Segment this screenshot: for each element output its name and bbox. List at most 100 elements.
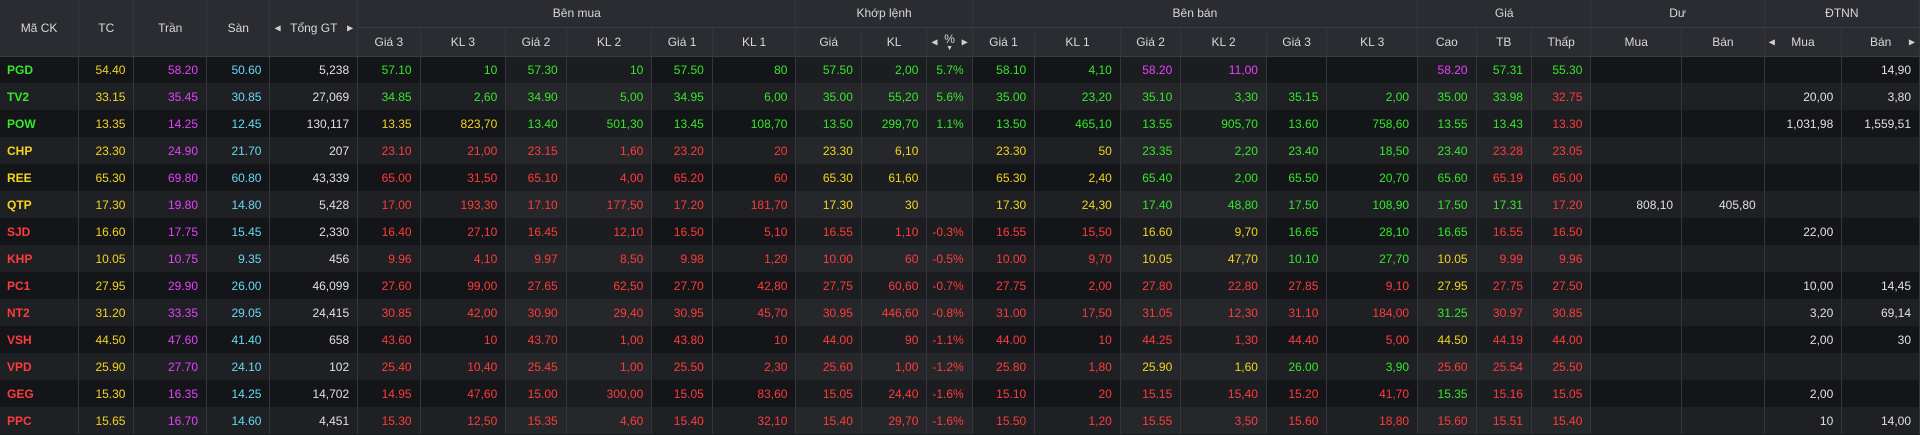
ref-price: 65.30 <box>78 164 135 191</box>
symbol[interactable]: SJD <box>0 218 80 245</box>
table-row[interactable]: NT2 31.20 33.35 29.05 24,415 30.85 42,00 30.90 2… <box>0 299 1920 326</box>
remain-buy <box>1590 353 1683 380</box>
col-buy-price-1[interactable]: Giá 1 <box>651 27 713 57</box>
symbol[interactable]: QTP <box>0 191 80 218</box>
col-floor[interactable]: Sàn <box>206 0 271 57</box>
symbol[interactable]: VSH <box>0 326 80 353</box>
col-match-price[interactable]: Giá <box>795 27 862 57</box>
sort-down-icon: ▼ <box>946 44 954 52</box>
foreign-sell: 3,80 <box>1841 83 1920 110</box>
buy-vol-3: 10 <box>420 326 507 353</box>
symbol[interactable]: PPC <box>0 407 80 434</box>
buy-vol-1: 32,10 <box>712 407 797 434</box>
floor-price: 14.25 <box>206 380 271 407</box>
foreign-sell <box>1841 353 1920 380</box>
sell-price-3: 27.85 <box>1266 272 1328 299</box>
symbol[interactable]: PGD <box>0 56 80 83</box>
col-remain-sell[interactable]: Bán <box>1681 27 1765 57</box>
sell-price-3 <box>1266 56 1328 83</box>
buy-price-2: 65.10 <box>505 164 567 191</box>
table-row[interactable]: VPD 25.90 27.70 24.10 102 25.40 10,40 25.45 1,00… <box>0 353 1920 380</box>
symbol[interactable]: KHP <box>0 245 80 272</box>
table-row[interactable]: QTP 17.30 19.80 14.80 5,428 17.00 193,30 17.10 1… <box>0 191 1920 218</box>
remain-sell <box>1681 272 1765 299</box>
table-row[interactable]: CHP 23.30 24.90 21.70 207 23.10 21,00 23.15 1,60… <box>0 137 1920 164</box>
table-row[interactable]: KHP 10.05 10.75 9.35 456 9.96 4,10 9.97 8,50 9.98… <box>0 245 1920 272</box>
sell-price-2: 17.40 <box>1120 191 1182 218</box>
avg-price: 25.54 <box>1476 353 1532 380</box>
sell-vol-1: 24,30 <box>1034 191 1121 218</box>
avg-price: 30.97 <box>1476 299 1532 326</box>
col-buy-price-2[interactable]: Giá 2 <box>505 27 567 57</box>
ref-price: 27.95 <box>78 272 135 299</box>
col-match-percent[interactable]: %▼ <box>926 27 973 57</box>
sell-price-1: 44.00 <box>972 326 1036 353</box>
symbol[interactable]: REE <box>0 164 80 191</box>
symbol[interactable]: TV2 <box>0 83 80 110</box>
table-row[interactable]: VSH 44.50 47.60 41.40 658 43.60 10 43.70 1,00 43.… <box>0 326 1920 353</box>
remain-sell <box>1681 353 1765 380</box>
match-vol: 24,40 <box>861 380 928 407</box>
sell-vol-2: 12,30 <box>1180 299 1267 326</box>
total-value: 456 <box>269 245 359 272</box>
col-total-value[interactable]: Tổng GT <box>269 0 359 57</box>
sell-vol-2: 15,40 <box>1180 380 1267 407</box>
symbol[interactable]: VPD <box>0 353 80 380</box>
col-foreign-sell[interactable]: Bán <box>1841 27 1920 57</box>
buy-price-3: 27.60 <box>357 272 421 299</box>
sell-price-2: 35.10 <box>1120 83 1182 110</box>
high-price: 44.50 <box>1417 326 1477 353</box>
col-sell-vol-1[interactable]: KL 1 <box>1034 27 1121 57</box>
sell-vol-3: 27,70 <box>1326 245 1419 272</box>
col-sell-price-2[interactable]: Giá 2 <box>1120 27 1182 57</box>
symbol[interactable]: POW <box>0 110 80 137</box>
col-symbol[interactable]: Mã CK <box>0 0 80 57</box>
col-buy-price-3[interactable]: Giá 3 <box>357 27 421 57</box>
buy-vol-2: 12,10 <box>566 218 653 245</box>
sell-price-1: 58.10 <box>972 56 1036 83</box>
col-ceiling[interactable]: Trần <box>133 0 208 57</box>
col-sell-vol-2[interactable]: KL 2 <box>1180 27 1267 57</box>
col-sell-vol-3[interactable]: KL 3 <box>1326 27 1419 57</box>
low-price: 16.50 <box>1531 218 1592 245</box>
col-sell-price-3[interactable]: Giá 3 <box>1266 27 1328 57</box>
table-row[interactable]: PGD 54.40 58.20 50.60 5,238 57.10 10 57.30 10 57.… <box>0 56 1920 83</box>
col-buy-vol-3[interactable]: KL 3 <box>420 27 507 57</box>
col-buy-vol-2[interactable]: KL 2 <box>566 27 653 57</box>
sell-vol-3: 9,10 <box>1326 272 1419 299</box>
col-foreign-buy[interactable]: Mua <box>1764 27 1843 57</box>
match-percent: -0.5% <box>926 245 973 272</box>
col-match-vol[interactable]: KL <box>861 27 928 57</box>
col-sell-price-1[interactable]: Giá 1 <box>972 27 1036 57</box>
total-value: 24,415 <box>269 299 359 326</box>
col-remain-buy[interactable]: Mua <box>1590 27 1683 57</box>
table-row[interactable]: TV2 33.15 35.45 30.85 27,069 34.85 2,60 34.90 5,… <box>0 83 1920 110</box>
col-low[interactable]: Thấp <box>1531 27 1592 57</box>
table-row[interactable]: PC1 27.95 29.90 26.00 46,099 27.60 99,00 27.65 6… <box>0 272 1920 299</box>
col-high[interactable]: Cao <box>1417 27 1477 57</box>
sell-vol-2: 905,70 <box>1180 110 1267 137</box>
table-row[interactable]: GEG 15.30 16.35 14.25 14,702 14.95 47,60 15.00 3… <box>0 380 1920 407</box>
symbol[interactable]: GEG <box>0 380 80 407</box>
foreign-sell <box>1841 137 1920 164</box>
col-ref[interactable]: TC <box>78 0 135 57</box>
match-price: 10.00 <box>795 245 862 272</box>
sell-price-2: 58.20 <box>1120 56 1182 83</box>
table-row[interactable]: REE 65.30 69.80 60.80 43,339 65.00 31,50 65.10 4… <box>0 164 1920 191</box>
low-price: 44.00 <box>1531 326 1592 353</box>
sell-vol-3: 184,00 <box>1326 299 1419 326</box>
col-buy-vol-1[interactable]: KL 1 <box>712 27 797 57</box>
sell-vol-3: 18,50 <box>1326 137 1419 164</box>
symbol[interactable]: NT2 <box>0 299 80 326</box>
match-percent: -0.7% <box>926 272 973 299</box>
table-row[interactable]: SJD 16.60 17.75 15.45 2,330 16.40 27,10 16.45 12… <box>0 218 1920 245</box>
table-row[interactable]: PPC 15.65 16.70 14.60 4,451 15.30 12,50 15.35 4,… <box>0 407 1920 434</box>
sell-vol-1: 2,00 <box>1034 272 1121 299</box>
match-percent: 1.1% <box>926 110 973 137</box>
symbol[interactable]: PC1 <box>0 272 80 299</box>
col-avg[interactable]: TB <box>1476 27 1532 57</box>
group-remain: Dư <box>1590 0 1765 28</box>
table-row[interactable]: POW 13.35 14.25 12.45 130,117 13.35 823,70 13.4… <box>0 110 1920 137</box>
symbol[interactable]: CHP <box>0 137 80 164</box>
